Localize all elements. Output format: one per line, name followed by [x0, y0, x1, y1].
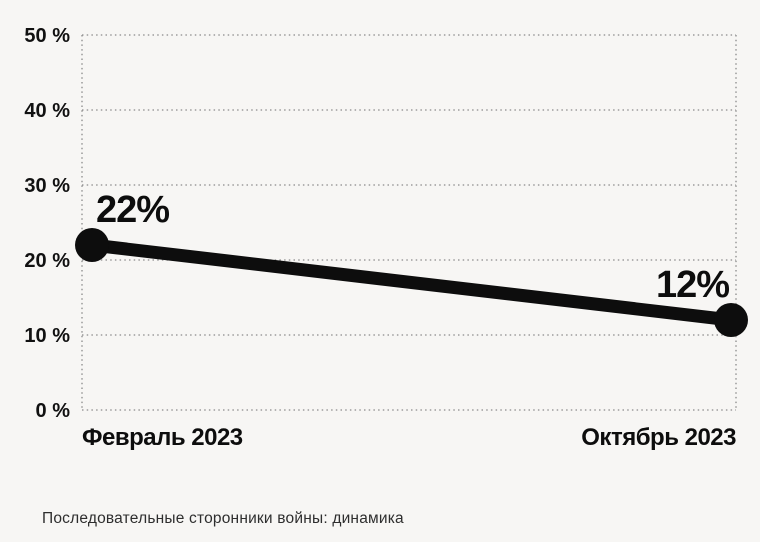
data-point-label: 12% — [656, 264, 729, 306]
y-tick-label: 20 % — [24, 250, 70, 272]
data-line — [91, 238, 732, 327]
y-tick-label: 0 % — [36, 400, 71, 422]
x-axis-label: Февраль 2023 — [82, 424, 243, 451]
data-point — [75, 228, 109, 262]
data-point-label: 22% — [96, 189, 169, 231]
y-tick-label: 40 % — [24, 100, 70, 122]
data-point — [714, 303, 748, 337]
y-tick-label: 50 % — [24, 25, 70, 47]
y-tick-label: 30 % — [24, 175, 70, 197]
line-chart: 0 % 10 % 20 % 30 % 40 % 50 % 22% 12% Февраль 202… — [24, 25, 748, 451]
y-tick-label: 10 % — [24, 325, 70, 347]
chart-caption: Последовательные сторонники войны: динам… — [42, 510, 404, 527]
x-axis-label: Октябрь 2023 — [581, 424, 736, 451]
